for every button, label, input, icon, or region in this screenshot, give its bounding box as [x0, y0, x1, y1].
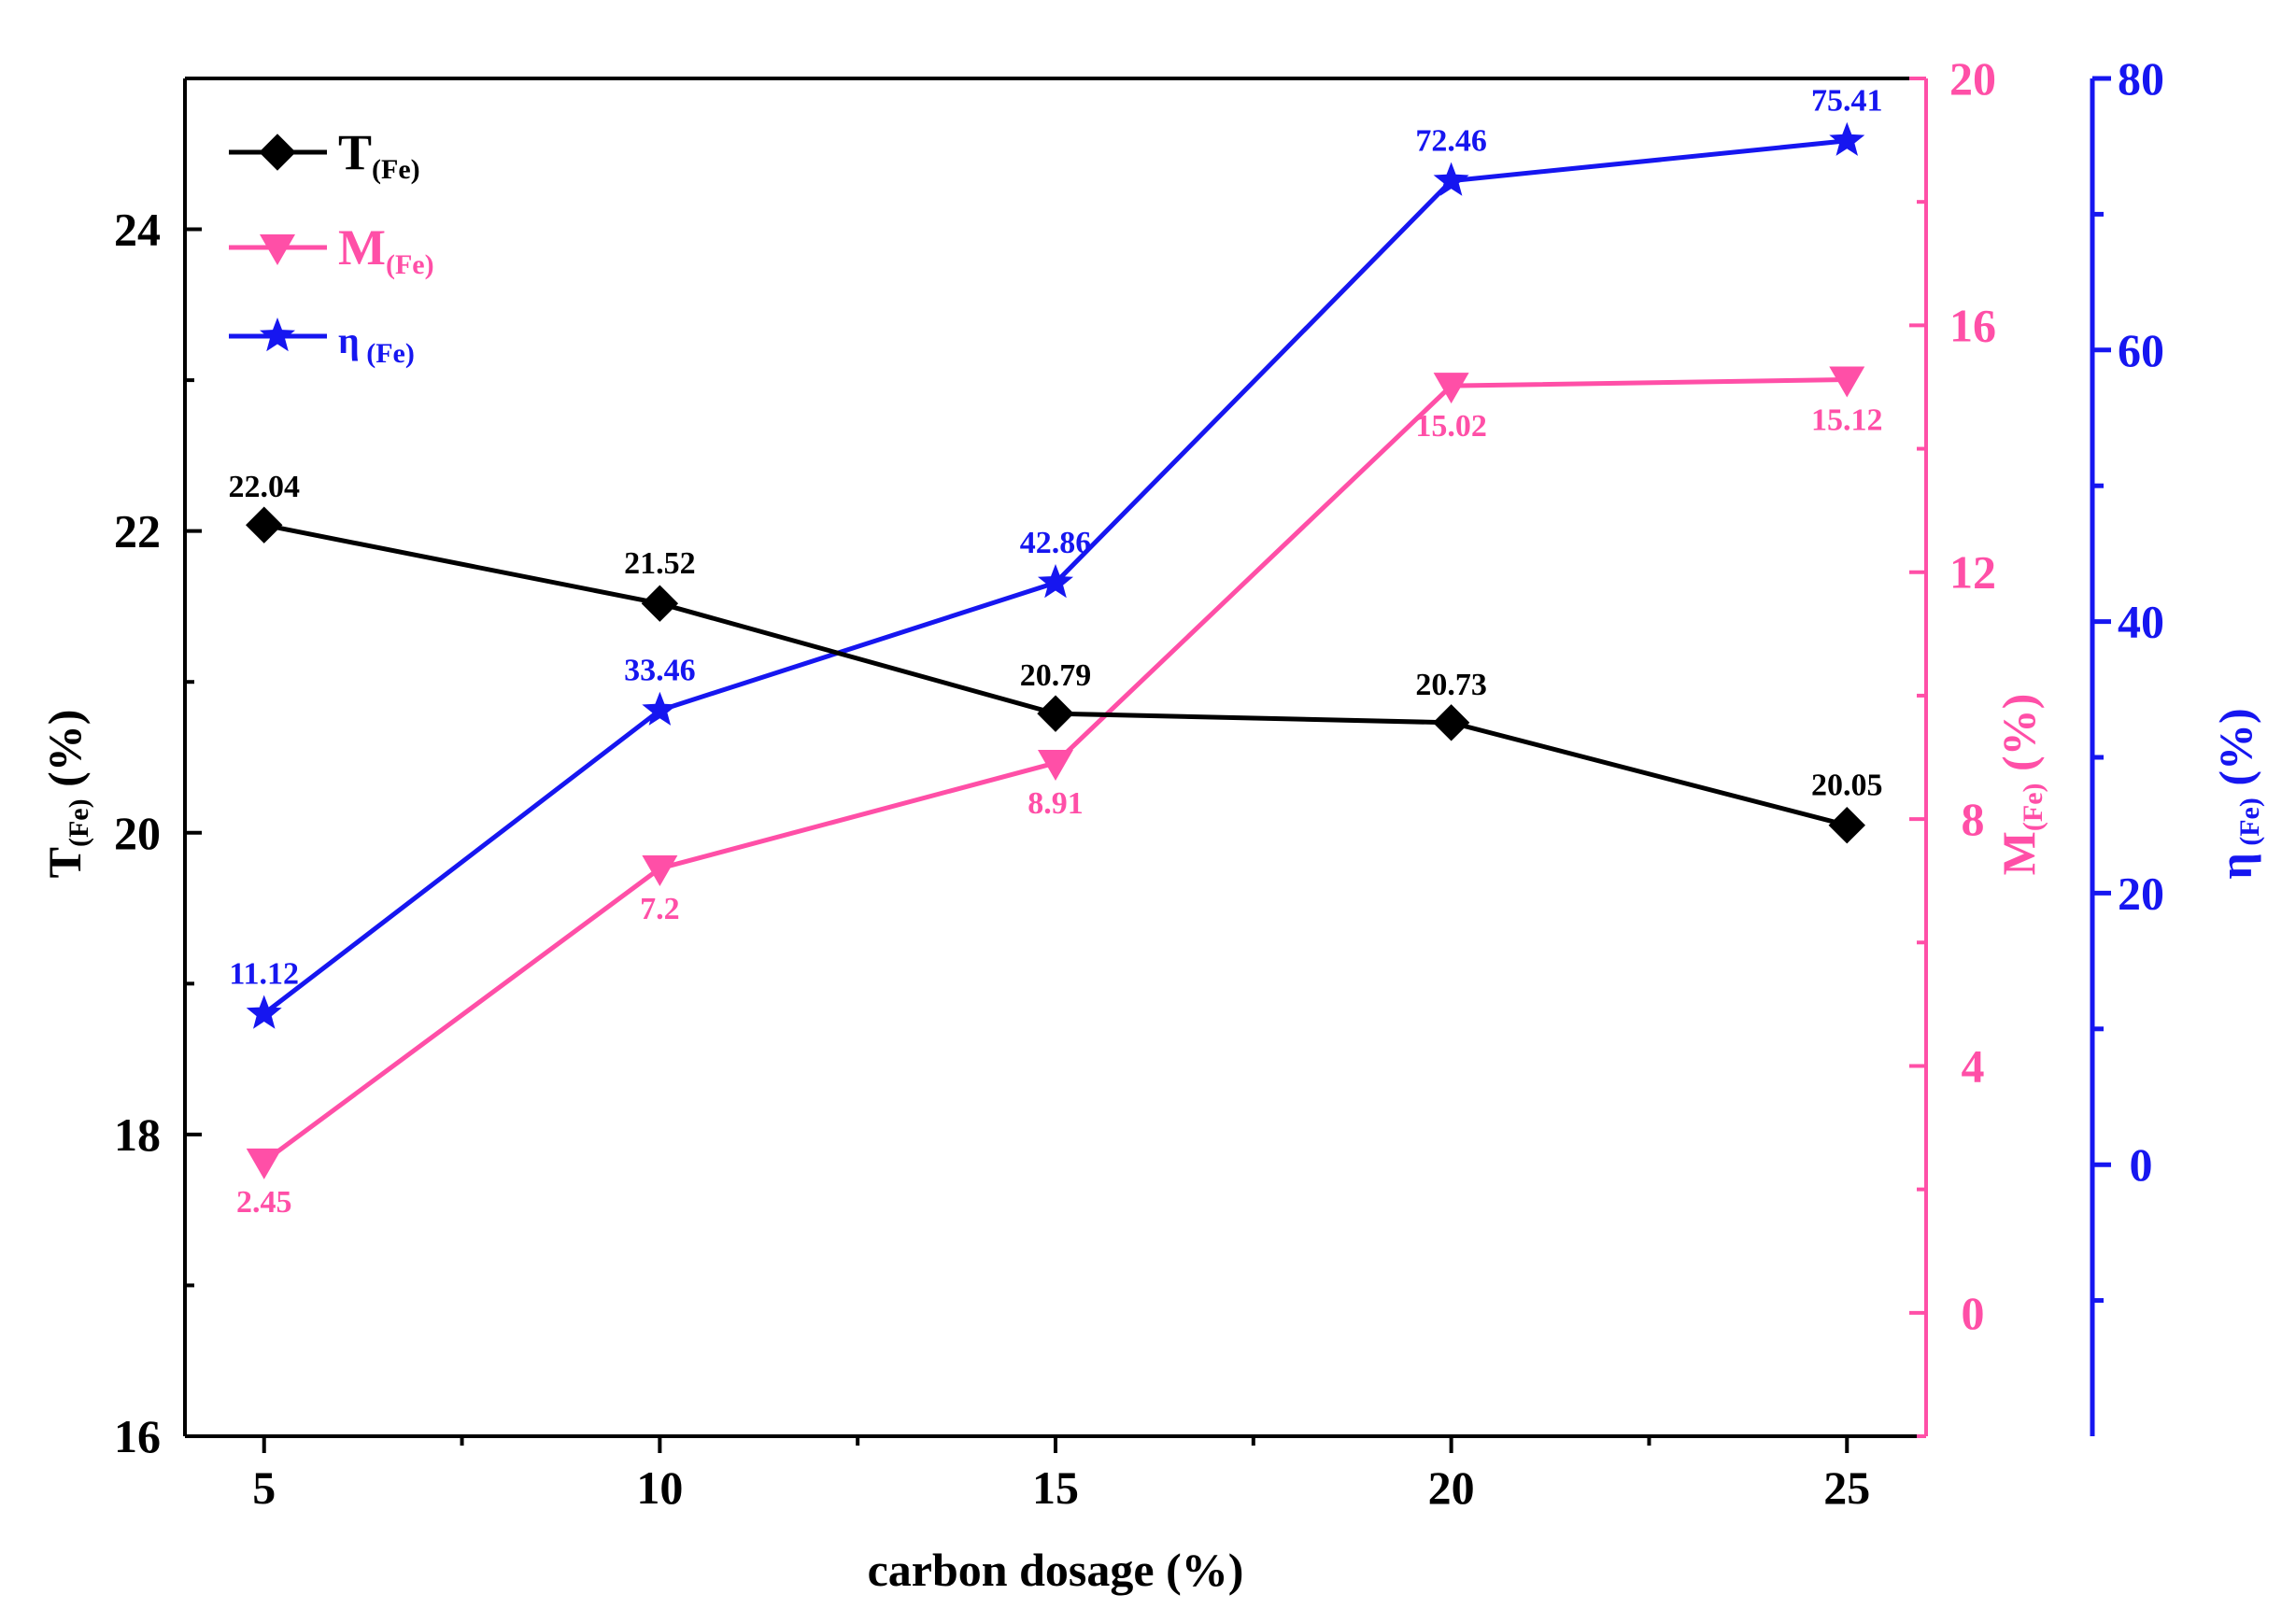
data-point-m [1038, 749, 1073, 781]
x-tick-label: 10 [636, 1461, 683, 1514]
data-label-eta: 75.41 [1811, 84, 1883, 119]
data-point-t [1432, 704, 1470, 741]
data-point-m [1433, 373, 1469, 404]
data-label-m: 15.02 [1415, 409, 1487, 444]
m-axis-ticks: 0 4 8 12 16 20 [1909, 52, 1996, 1438]
legend: T(Fe)M(Fe)η (Fe) [229, 124, 434, 369]
series-layer: 22.04 21.52 20.79 20.73 20.05 2.45 7.2 8.91 15.0… [228, 84, 1882, 1220]
t-axis-title-unit: (%) [38, 710, 91, 799]
data-label-eta: 11.12 [229, 957, 299, 992]
data-point-eta [246, 995, 282, 1029]
m-axis-title-main: M [1992, 831, 2045, 875]
data-point-m [642, 854, 678, 886]
m-tick-label: 0 [1962, 1287, 1985, 1339]
eta-axis-ticks: 0 20 40 60 80 [2092, 52, 2164, 1304]
legend-label-sub: (Fe) [372, 154, 420, 185]
t-tick-label: 22 [114, 505, 161, 557]
legend-label-main: T [338, 124, 372, 180]
data-point-eta [642, 691, 678, 726]
legend-marker-triangle-down [260, 234, 295, 265]
legend-item-eta: η (Fe) [229, 318, 415, 369]
x-tick-label: 20 [1428, 1461, 1475, 1514]
data-point-t [1828, 806, 1865, 844]
x-axis-title: carbon dosage (%) [868, 1544, 1244, 1596]
m-tick-label: 8 [1962, 793, 1985, 845]
x-axis-ticks: 5 10 15 20 25 [252, 1436, 1870, 1514]
data-label-t: 20.79 [1020, 658, 1092, 693]
legend-label-sub: (Fe) [386, 249, 434, 280]
m-axis-title-sub: (Fe) [2018, 783, 2048, 831]
legend-label-main: M [338, 219, 386, 275]
data-labels-eta: 11.12 33.46 42.86 72.46 75.41 [229, 84, 1882, 992]
m-tick-label: 16 [1949, 299, 1996, 351]
data-point-m [1829, 366, 1865, 398]
data-label-eta: 72.46 [1415, 124, 1487, 159]
eta-tick-label: 60 [2118, 324, 2164, 376]
data-point-t [1037, 695, 1074, 732]
eta-tick-label: 80 [2118, 52, 2164, 105]
series-t [246, 506, 1865, 844]
data-label-m: 15.12 [1811, 403, 1883, 438]
eta-axis-title-sub: (Fe) [2234, 797, 2265, 853]
m-tick-label: 20 [1949, 52, 1996, 105]
m-axis-title: M(Fe) (%) [1992, 694, 2048, 876]
legend-label-main: η [338, 319, 360, 361]
data-label-m: 8.91 [1028, 786, 1084, 821]
data-label-eta: 33.46 [624, 654, 696, 688]
data-label-t: 20.05 [1811, 769, 1883, 803]
eta-axis-title: η (Fe) (%) [2209, 708, 2265, 879]
data-label-t: 22.04 [228, 470, 300, 504]
series-eta [246, 121, 1865, 1029]
x-tick-label: 5 [252, 1461, 276, 1514]
data-labels-m: 2.45 7.2 8.91 15.02 15.12 [236, 403, 1883, 1220]
t-tick-label: 18 [114, 1108, 161, 1161]
legend-label: η (Fe) [338, 319, 415, 369]
data-label-m: 2.45 [236, 1185, 292, 1220]
t-tick-label: 16 [114, 1410, 161, 1462]
eta-tick-label: 0 [2130, 1138, 2153, 1191]
x-tick-label: 25 [1823, 1461, 1870, 1514]
t-axis-title-main: T [38, 847, 91, 878]
legend-label: M(Fe) [338, 219, 434, 280]
eta-axis-title-main: η [2209, 853, 2261, 879]
data-labels-t: 22.04 21.52 20.79 20.73 20.05 [228, 470, 1882, 802]
data-point-eta [1038, 564, 1073, 599]
x-tick-label: 15 [1032, 1461, 1079, 1514]
data-label-m: 7.2 [640, 892, 680, 926]
legend-item-t: T(Fe) [229, 124, 420, 185]
eta-axis-title-unit: (%) [2209, 708, 2261, 797]
t-tick-label: 20 [114, 807, 161, 859]
legend-item-m: M(Fe) [229, 219, 434, 280]
t-axis-title-sub: (Fe) [64, 798, 94, 847]
t-axis-ticks: 16 18 20 22 24 [114, 77, 202, 1462]
m-axis-title-unit: (%) [1992, 694, 2045, 783]
legend-label: T(Fe) [338, 124, 420, 185]
data-label-eta: 42.86 [1020, 526, 1092, 560]
series-m [246, 366, 1865, 1179]
eta-tick-label: 40 [2118, 596, 2164, 648]
t-axis-title: T(Fe) (%) [38, 710, 94, 879]
data-point-eta [1829, 121, 1865, 156]
legend-marker-star [260, 318, 295, 352]
t-tick-label: 24 [114, 204, 161, 256]
data-point-t [246, 506, 283, 543]
data-point-m [246, 1148, 282, 1179]
m-tick-label: 12 [1949, 546, 1996, 599]
m-tick-label: 4 [1962, 1039, 1985, 1092]
data-label-t: 20.73 [1415, 668, 1487, 702]
data-point-eta [1433, 162, 1469, 196]
legend-marker-diamond [259, 134, 296, 171]
data-label-t: 21.52 [624, 546, 696, 581]
legend-label-sub: (Fe) [360, 338, 415, 369]
data-point-t [641, 585, 679, 622]
eta-tick-label: 20 [2118, 867, 2164, 919]
